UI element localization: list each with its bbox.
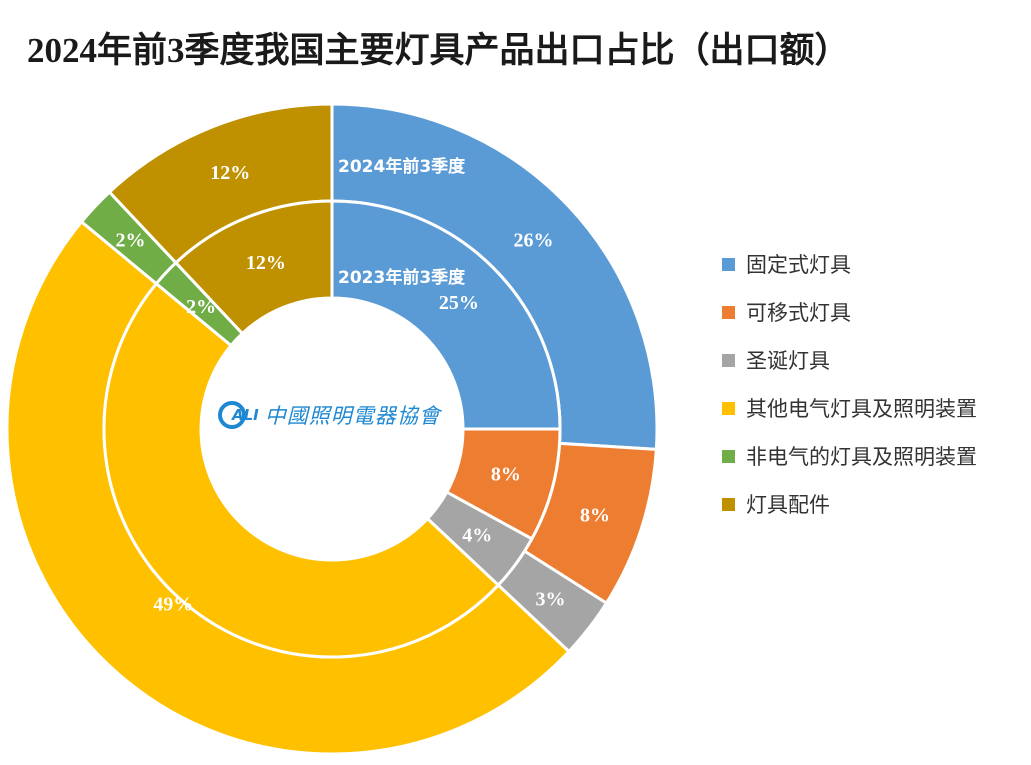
legend-label: 圣诞灯具 [746, 349, 830, 373]
legend-item-fixed-lamps: 固定式灯具 [722, 240, 977, 288]
legend-label: 非电气的灯具及照明装置 [746, 445, 977, 469]
chart-title: 2024年前3季度我国主要灯具产品出口占比（出口额） [27, 31, 850, 70]
data-label: 25% [439, 292, 479, 314]
legend-item-accessories: 灯具配件 [722, 480, 977, 528]
cali-logo: ALI 中國照明電器協會 [218, 400, 441, 430]
logo-circle-icon [218, 401, 246, 429]
legend: 固定式灯具 可移式灯具 圣诞灯具 其他电气灯具及照明装置 非电气的灯具及照明装置… [722, 240, 977, 528]
slice-inner-0 [330, 199, 562, 431]
series-label-2023: 2023年前3季度 [338, 267, 466, 288]
inner-ring-2023 [102, 199, 562, 659]
data-label: 49% [59, 666, 99, 688]
legend-swatch [722, 449, 735, 463]
legend-label: 其他电气灯具及照明装置 [746, 397, 977, 421]
legend-swatch [722, 497, 735, 511]
legend-item-non-electric: 非电气的灯具及照明装置 [722, 432, 977, 480]
legend-label: 固定式灯具 [746, 253, 851, 277]
legend-item-other-electric: 其他电气灯具及照明装置 [722, 384, 977, 432]
data-label: 26% [514, 230, 554, 252]
legend-label: 灯具配件 [746, 493, 830, 517]
data-label: 2% [186, 296, 216, 318]
legend-item-christmas-lights: 圣诞灯具 [722, 336, 977, 384]
legend-swatch [722, 353, 735, 367]
data-label: 3% [535, 588, 565, 610]
legend-swatch [722, 401, 735, 415]
data-label: 2% [115, 230, 145, 252]
data-label: 4% [462, 525, 492, 547]
slice-inner-5 [173, 199, 334, 336]
data-label: 12% [246, 252, 286, 274]
legend-label: 可移式灯具 [746, 301, 851, 325]
logo-text: 中國照明電器協會 [264, 404, 441, 428]
data-label: 12% [210, 162, 250, 184]
data-labels: 26% 8% 3% 49% 2% 12% 25% 8% 4% 49% 2% 12% [59, 162, 610, 688]
slice-inner-3 [102, 281, 501, 659]
data-label: 49% [153, 594, 193, 616]
legend-item-portable-lamps: 可移式灯具 [722, 288, 977, 336]
legend-swatch [722, 305, 735, 319]
series-label-2024: 2024年前3季度 [338, 156, 466, 177]
legend-swatch [722, 257, 735, 271]
data-label: 8% [491, 464, 521, 486]
data-label: 8% [580, 504, 610, 526]
